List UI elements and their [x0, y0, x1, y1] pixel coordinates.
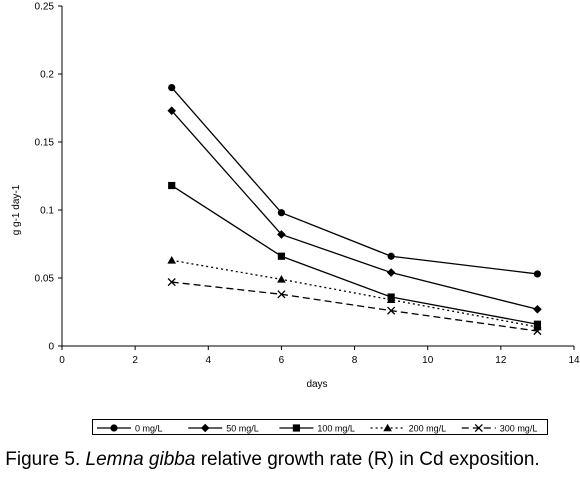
- series-line: [171, 259, 538, 328]
- x-tick-label: 10: [422, 355, 434, 366]
- data-point: [168, 84, 176, 92]
- series-1: [167, 106, 542, 314]
- data-point: [533, 326, 542, 336]
- data-point: [533, 270, 542, 278]
- series-4: [167, 278, 542, 336]
- series-line: [171, 281, 538, 332]
- legend-marker: [474, 423, 483, 433]
- data-point: [387, 306, 396, 315]
- data-point: [277, 209, 286, 217]
- legend-item-0: 0 mg/L: [97, 424, 163, 434]
- data-point: [387, 252, 395, 260]
- x-tick-label: 2: [132, 355, 138, 366]
- caption-prefix: Figure 5.: [5, 449, 86, 470]
- data-point: [277, 230, 286, 239]
- legend: 0 mg/L 50 mg/L 100 mg/L 200 mg/L 300 mg/L: [92, 419, 548, 435]
- y-axis-label: g g-1 day-1: [11, 184, 22, 235]
- data-point: [386, 268, 396, 277]
- legend-marker: [383, 423, 392, 432]
- caption-species: Lemna gibba: [85, 449, 196, 470]
- x-tick-label: 6: [279, 355, 285, 366]
- data-point: [167, 106, 177, 116]
- legend-item-2: 100 mg/L: [279, 424, 355, 434]
- data-point: [277, 290, 286, 299]
- y-tick-label: 0.15: [35, 138, 55, 149]
- x-tick-label: 14: [568, 355, 580, 366]
- y-tick-label: 0.1: [40, 206, 54, 217]
- data-point: [167, 278, 176, 287]
- series-line: [171, 110, 538, 310]
- series-layer: [167, 84, 542, 336]
- x-tick-label: 4: [206, 355, 212, 366]
- y-tick-label: 0.2: [40, 70, 54, 81]
- legend-marker: [292, 424, 300, 432]
- axes: 0 0.05 0.1 0.15 0.2 0.25 0 2 4 6 8 10 12 14: [35, 2, 580, 367]
- series-line: [171, 184, 538, 325]
- data-point: [277, 252, 286, 260]
- y-tick-label: 0: [48, 342, 54, 353]
- caption-suffix: relative growth rate (R) in Cd expositio…: [195, 449, 540, 470]
- x-axis-label: days: [306, 379, 327, 390]
- legend-label: 300 mg/L: [500, 424, 538, 434]
- x-tick-label: 0: [59, 355, 65, 366]
- data-point: [168, 181, 176, 190]
- x-tick-label: 8: [352, 355, 358, 366]
- data-point: [167, 256, 177, 264]
- legend-marker: [110, 424, 118, 432]
- x-tick-label: 12: [495, 355, 507, 366]
- legend-item-1: 50 mg/L: [188, 424, 259, 434]
- legend-marker: [200, 423, 210, 433]
- series-0: [168, 84, 542, 278]
- series-line: [171, 87, 538, 275]
- data-point: [277, 275, 286, 283]
- legend-item-3: 200 mg/L: [370, 423, 447, 434]
- figure-caption: Figure 5. Lemna gibba relative growth ra…: [0, 446, 580, 474]
- data-point: [386, 295, 396, 304]
- series-2: [168, 181, 542, 328]
- legend-label: 50 mg/L: [226, 424, 259, 434]
- y-tick-label: 0.25: [35, 2, 55, 13]
- legend-label: 0 mg/L: [135, 424, 163, 434]
- legend-item-4: 300 mg/L: [461, 423, 538, 434]
- legend-label: 200 mg/L: [409, 424, 447, 434]
- data-point: [533, 304, 542, 314]
- legend-label: 100 mg/L: [317, 424, 355, 434]
- y-tick-label: 0.05: [35, 274, 55, 285]
